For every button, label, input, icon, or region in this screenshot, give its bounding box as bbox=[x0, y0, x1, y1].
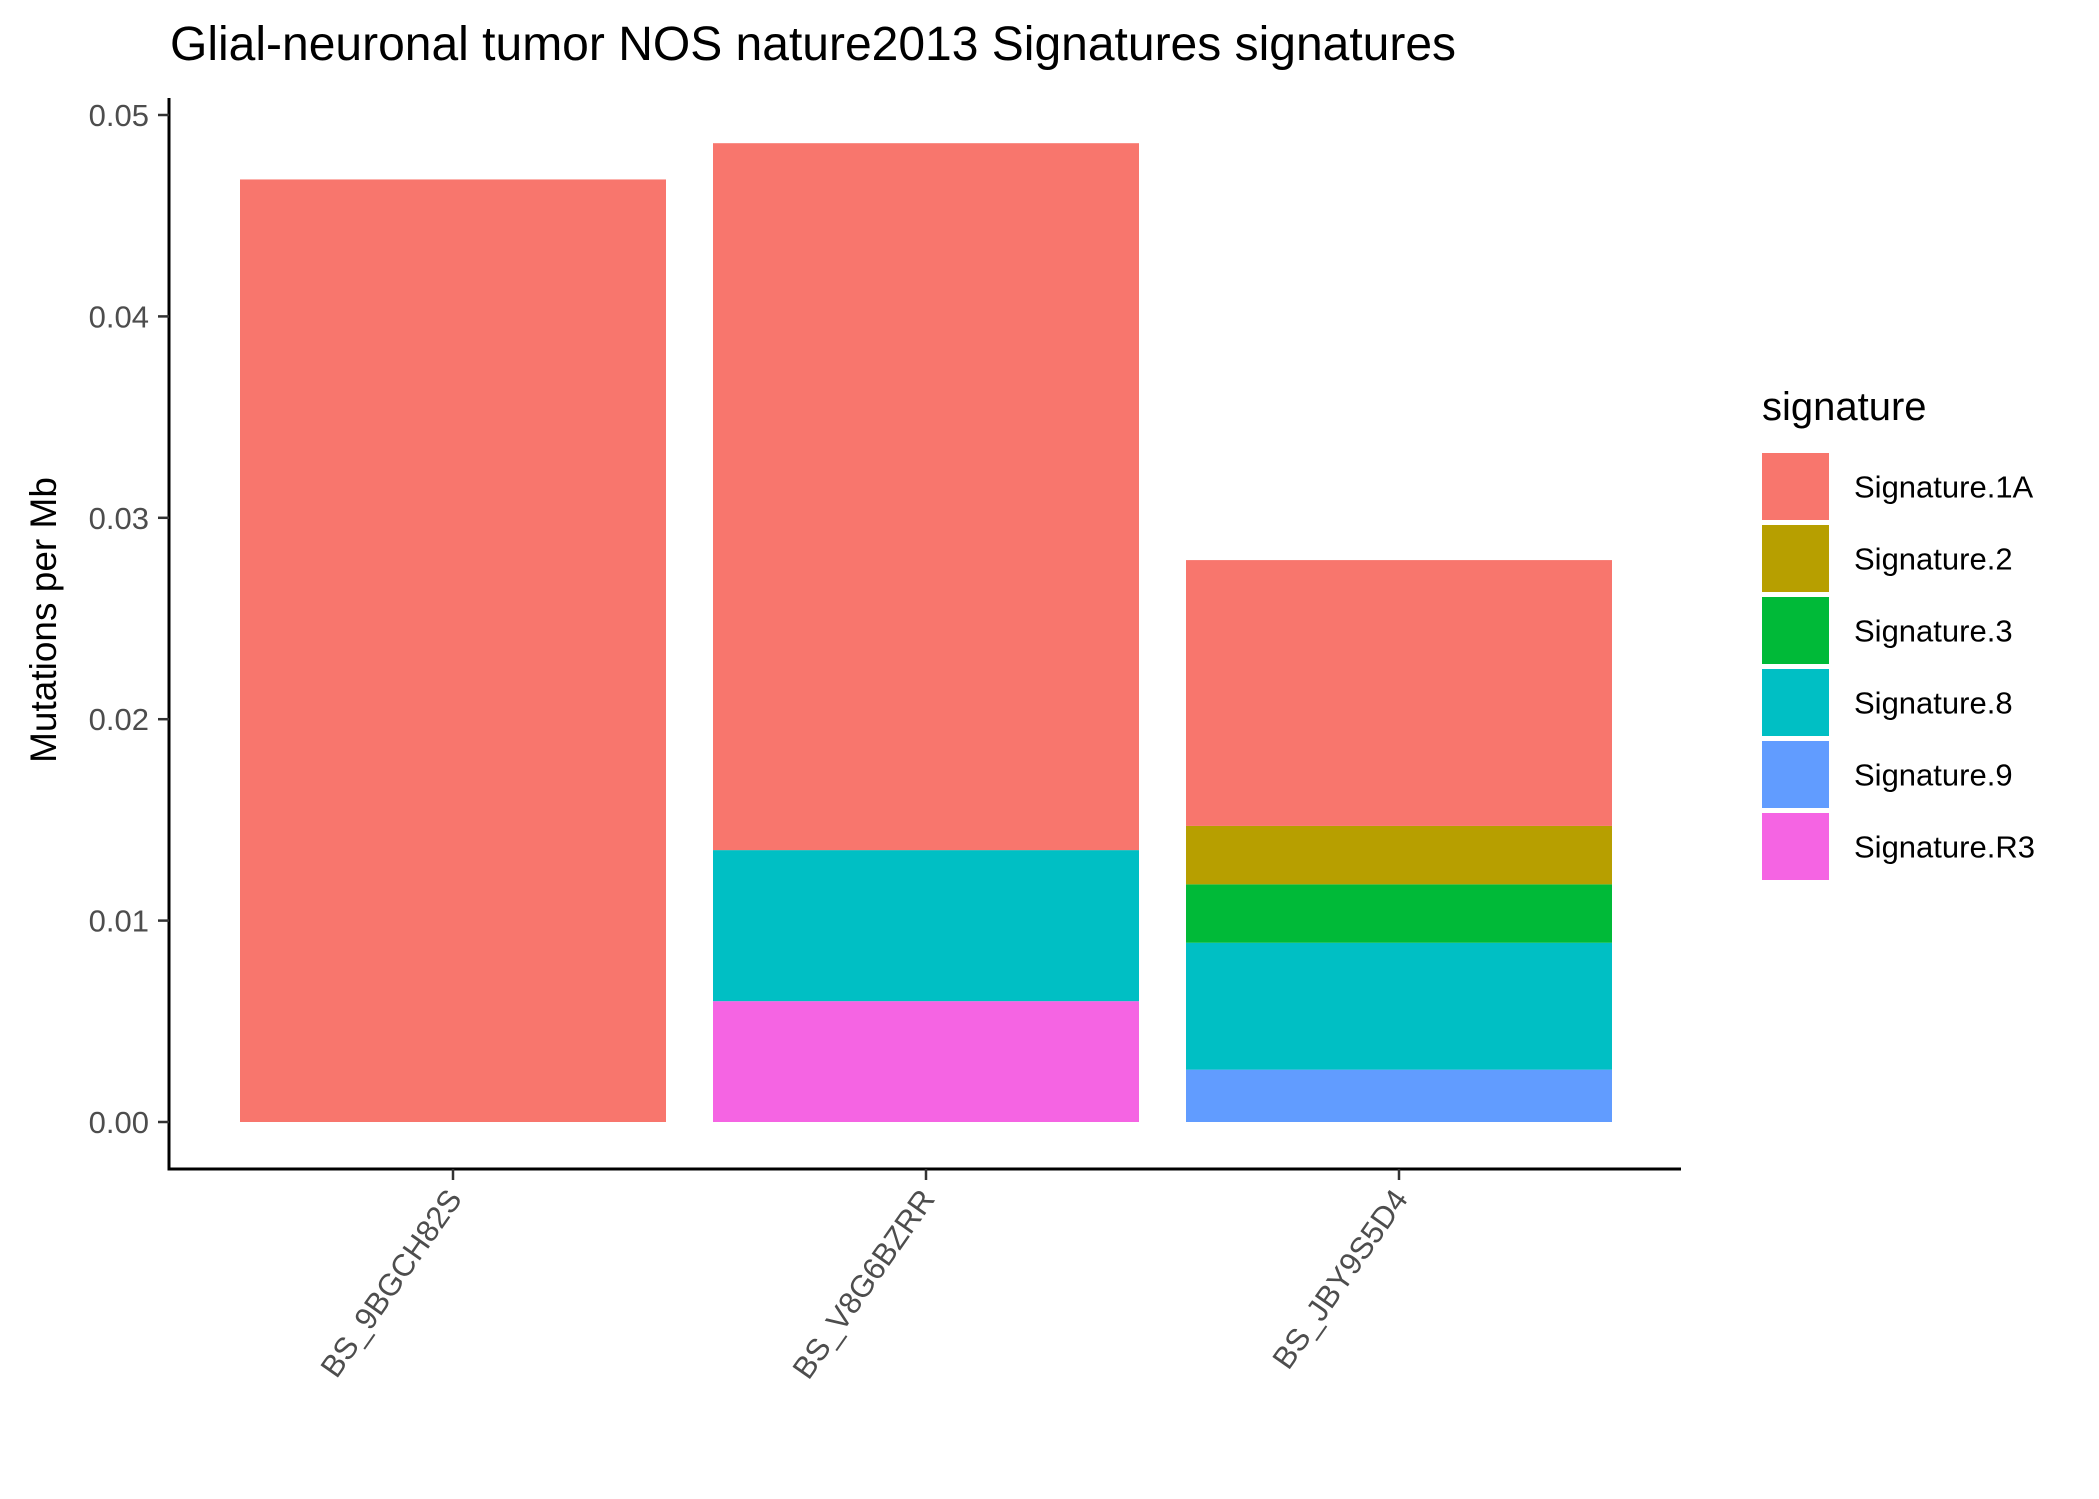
bar-segment-bs-jby9s5d4-signature-2 bbox=[1186, 825, 1612, 885]
legend-key-signature-8 bbox=[1762, 669, 1829, 736]
bar-segment-bs-9bgch82s-signature-1a bbox=[240, 179, 666, 1122]
legend-key-signature-1a bbox=[1762, 453, 1829, 520]
y-tick-label: 0.04 bbox=[89, 299, 149, 334]
legend-label-signature-9: Signature.9 bbox=[1854, 758, 2013, 793]
y-tick-label: 0.05 bbox=[89, 98, 149, 133]
legend-label-signature-r3: Signature.R3 bbox=[1854, 830, 2035, 865]
legend-label-signature-1a: Signature.1A bbox=[1854, 470, 2034, 505]
x-tick-label: BS_V8G6BZRR bbox=[786, 1183, 942, 1385]
bar-segment-bs-v8g6bzrr-signature-8 bbox=[713, 850, 1139, 1002]
bar-segment-bs-v8g6bzrr-signature-1a bbox=[713, 143, 1139, 851]
x-tick-label: BS_JBY9S5D4 bbox=[1265, 1183, 1414, 1375]
bar-segment-bs-jby9s5d4-signature-1a bbox=[1186, 560, 1612, 826]
legend-key-signature-r3 bbox=[1762, 813, 1829, 880]
legend-label-signature-3: Signature.3 bbox=[1854, 614, 2013, 649]
bar-segment-bs-jby9s5d4-signature-8 bbox=[1186, 942, 1612, 1070]
y-tick-label: 0.02 bbox=[89, 702, 149, 737]
axes-layer bbox=[158, 98, 1681, 1180]
bars-layer bbox=[240, 143, 1612, 1122]
x-tick-label: BS_9BGCH82S bbox=[314, 1183, 469, 1384]
bar-segment-bs-jby9s5d4-signature-9 bbox=[1186, 1069, 1612, 1122]
chart-title: Glial-neuronal tumor NOS nature2013 Sign… bbox=[170, 18, 1456, 71]
legend-label-signature-8: Signature.8 bbox=[1854, 686, 2013, 721]
y-axis-title: Mutations per Mb bbox=[23, 477, 64, 763]
y-tick-label: 0.01 bbox=[89, 904, 149, 939]
y-tick-label: 0.00 bbox=[89, 1105, 149, 1140]
legend-label-signature-2: Signature.2 bbox=[1854, 542, 2013, 577]
legend: signature Signature.1A Signature.2 Signatu… bbox=[1762, 385, 2035, 880]
bar-segment-bs-v8g6bzrr-signature-r3 bbox=[713, 1001, 1139, 1122]
bar-segment-bs-jby9s5d4-signature-3 bbox=[1186, 884, 1612, 943]
legend-key-signature-2 bbox=[1762, 525, 1829, 592]
legend-title: signature bbox=[1762, 385, 1927, 429]
legend-key-signature-9 bbox=[1762, 741, 1829, 808]
legend-key-signature-3 bbox=[1762, 597, 1829, 664]
y-tick-label: 0.03 bbox=[89, 501, 149, 536]
